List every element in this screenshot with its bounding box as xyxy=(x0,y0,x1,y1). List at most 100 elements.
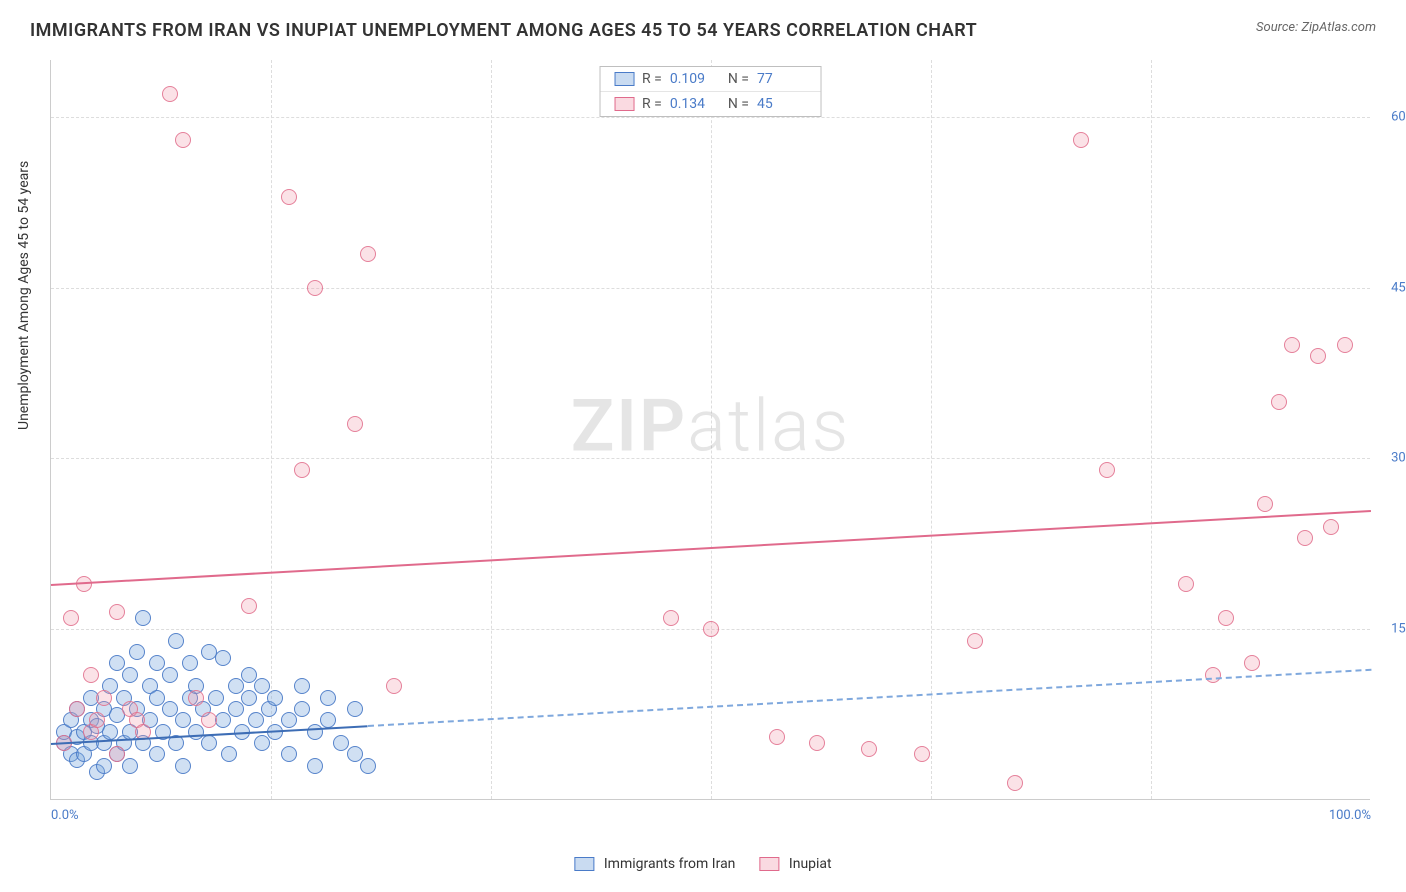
scatter-point-pink xyxy=(241,598,257,614)
legend-stats-row-blue: R = 0.109 N = 77 xyxy=(600,67,821,91)
watermark-bold: ZIP xyxy=(571,383,687,468)
scatter-point-blue xyxy=(182,655,198,671)
scatter-point-blue xyxy=(294,678,310,694)
scatter-point-blue xyxy=(188,724,204,740)
legend-bottom: Immigrants from Iran Inupiat xyxy=(574,856,831,872)
scatter-point-blue xyxy=(122,667,138,683)
y-tick-label: 60.0% xyxy=(1391,109,1406,124)
scatter-point-blue xyxy=(228,678,244,694)
scatter-point-blue xyxy=(281,712,297,728)
scatter-point-blue xyxy=(360,758,376,774)
gridline-vertical xyxy=(711,60,712,799)
source-label: Source: xyxy=(1256,20,1298,35)
legend-r-label: R = xyxy=(642,96,662,112)
scatter-point-pink xyxy=(307,280,323,296)
scatter-point-pink xyxy=(1205,667,1221,683)
scatter-point-pink xyxy=(347,416,363,432)
scatter-point-pink xyxy=(861,741,877,757)
scatter-point-pink xyxy=(63,610,79,626)
legend-stats-row-pink: R = 0.134 N = 45 xyxy=(600,91,821,116)
scatter-point-pink xyxy=(1310,348,1326,364)
legend-swatch-pink xyxy=(614,97,634,111)
scatter-point-blue xyxy=(307,758,323,774)
scatter-point-pink xyxy=(663,610,679,626)
y-tick-label: 15.0% xyxy=(1391,622,1406,637)
scatter-point-pink xyxy=(914,746,930,762)
scatter-point-blue xyxy=(149,690,165,706)
scatter-point-pink xyxy=(1297,530,1313,546)
legend-item-pink: Inupiat xyxy=(759,856,831,872)
legend-swatch-pink xyxy=(759,857,779,871)
scatter-point-blue xyxy=(149,655,165,671)
y-tick-label: 30.0% xyxy=(1391,451,1406,466)
scatter-point-pink xyxy=(1244,655,1260,671)
scatter-point-pink xyxy=(96,690,112,706)
legend-r-value-blue: 0.109 xyxy=(670,71,720,87)
y-tick-label: 45.0% xyxy=(1391,280,1406,295)
scatter-point-blue xyxy=(122,758,138,774)
scatter-point-pink xyxy=(1257,496,1273,512)
scatter-point-pink xyxy=(162,86,178,102)
legend-r-value-pink: 0.134 xyxy=(670,96,720,112)
scatter-point-pink xyxy=(809,735,825,751)
scatter-point-pink xyxy=(360,246,376,262)
scatter-point-blue xyxy=(201,735,217,751)
scatter-point-pink xyxy=(69,701,85,717)
scatter-point-blue xyxy=(221,746,237,762)
scatter-point-blue xyxy=(135,610,151,626)
plot-area: ZIPatlas R = 0.109 N = 77 R = 0.134 N = … xyxy=(50,60,1370,800)
source-value: ZipAtlas.com xyxy=(1301,20,1376,35)
legend-n-value-blue: 77 xyxy=(757,71,807,87)
scatter-point-pink xyxy=(1073,132,1089,148)
scatter-point-pink xyxy=(1178,576,1194,592)
scatter-point-pink xyxy=(1271,394,1287,410)
scatter-point-pink xyxy=(281,189,297,205)
scatter-point-blue xyxy=(347,701,363,717)
scatter-point-pink xyxy=(188,690,204,706)
scatter-point-blue xyxy=(149,746,165,762)
scatter-point-pink xyxy=(294,462,310,478)
scatter-point-blue xyxy=(320,712,336,728)
scatter-point-blue xyxy=(175,758,191,774)
scatter-point-pink xyxy=(109,604,125,620)
legend-label-pink: Inupiat xyxy=(789,856,832,872)
scatter-point-pink xyxy=(83,667,99,683)
legend-item-blue: Immigrants from Iran xyxy=(574,856,735,872)
scatter-point-pink xyxy=(1099,462,1115,478)
legend-n-label: N = xyxy=(728,71,749,87)
legend-swatch-blue xyxy=(614,72,634,86)
legend-label-blue: Immigrants from Iran xyxy=(604,856,736,872)
legend-stats-box: R = 0.109 N = 77 R = 0.134 N = 45 xyxy=(599,66,822,117)
scatter-point-blue xyxy=(168,633,184,649)
scatter-point-blue xyxy=(215,650,231,666)
y-axis-title: Unemployment Among Ages 45 to 54 years xyxy=(16,161,32,430)
scatter-point-blue xyxy=(175,712,191,728)
scatter-point-pink xyxy=(1337,337,1353,353)
scatter-point-pink xyxy=(175,132,191,148)
scatter-point-blue xyxy=(307,724,323,740)
scatter-point-blue xyxy=(102,724,118,740)
scatter-point-blue xyxy=(294,701,310,717)
x-tick-label: 0.0% xyxy=(51,808,79,823)
source-attribution: Source: ZipAtlas.com xyxy=(1256,20,1376,35)
scatter-point-blue xyxy=(162,701,178,717)
scatter-point-blue xyxy=(241,690,257,706)
scatter-point-pink xyxy=(703,621,719,637)
chart-title: IMMIGRANTS FROM IRAN VS INUPIAT UNEMPLOY… xyxy=(30,20,977,41)
scatter-point-blue xyxy=(96,758,112,774)
scatter-point-pink xyxy=(967,633,983,649)
scatter-point-blue xyxy=(320,690,336,706)
scatter-point-blue xyxy=(347,746,363,762)
gridline-vertical xyxy=(271,60,272,799)
scatter-point-blue xyxy=(162,667,178,683)
scatter-point-blue xyxy=(281,746,297,762)
legend-swatch-blue xyxy=(574,857,594,871)
legend-n-label: N = xyxy=(728,96,749,112)
scatter-point-blue xyxy=(241,667,257,683)
scatter-point-blue xyxy=(333,735,349,751)
scatter-point-blue xyxy=(228,701,244,717)
scatter-point-pink xyxy=(1284,337,1300,353)
scatter-point-blue xyxy=(208,690,224,706)
x-tick-label: 100.0% xyxy=(1329,808,1371,823)
gridline-vertical xyxy=(1151,60,1152,799)
